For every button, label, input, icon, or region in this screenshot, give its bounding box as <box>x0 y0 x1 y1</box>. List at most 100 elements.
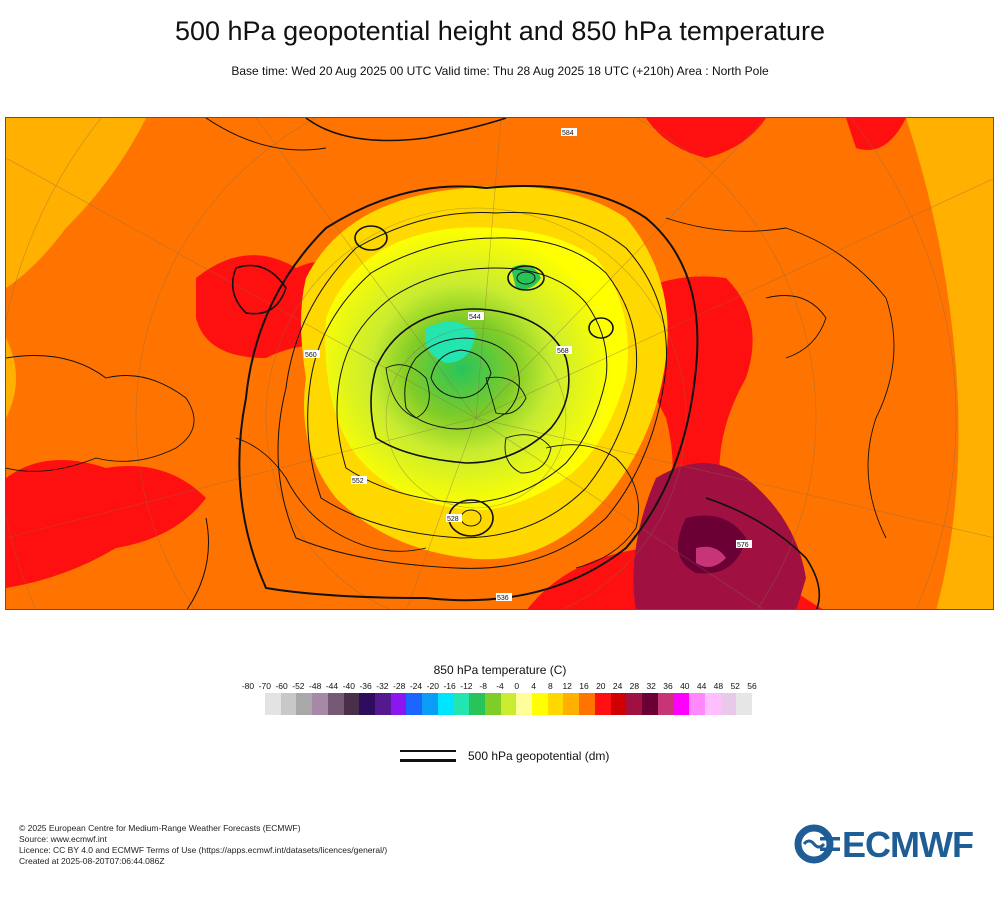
contour-label: 568 <box>557 348 569 355</box>
colorbar-swatch <box>563 693 580 715</box>
colorbar-swatch <box>720 693 737 715</box>
warm-area-southwest <box>6 460 206 588</box>
colorbar-swatch <box>579 693 596 715</box>
colorbar-swatch <box>547 693 564 715</box>
contour-label-box <box>496 593 512 601</box>
colorbar-tick-label: -4 <box>496 681 504 691</box>
temperature-legend-title: 850 hPa temperature (C) <box>433 663 567 677</box>
colorbar-tick-label: 24 <box>612 681 623 691</box>
temperature-colorbar <box>265 693 753 715</box>
contour-label-box <box>556 346 572 354</box>
cold-core <box>325 227 628 510</box>
colorbar-tick-label: -44 <box>325 681 339 691</box>
contour-labels: 544 568 552 560 584 576 536 528 <box>304 128 752 602</box>
colorbar-swatch <box>610 693 627 715</box>
coldest-spot <box>425 321 476 363</box>
contour-label: 528 <box>447 516 459 523</box>
colorbar-tick-label: 8 <box>548 681 553 691</box>
contour-label-box <box>468 312 484 320</box>
colorbar-tick-label: -80 <box>241 681 255 691</box>
hot-spot-east <box>696 546 726 567</box>
contour-label: 584 <box>562 130 574 137</box>
geopotential-legend-line-thick <box>400 759 456 762</box>
colorbar-tick-label: 28 <box>629 681 640 691</box>
colorbar-tick-label: 40 <box>680 681 690 691</box>
warm-area-east <box>527 276 823 609</box>
colorbar-tick-label: -40 <box>342 681 355 691</box>
cold-spot-north <box>511 264 541 290</box>
colorbar-swatch <box>673 693 690 715</box>
colorbar-swatch <box>359 693 376 715</box>
contour-label-box <box>446 514 462 522</box>
geopotential-legend-label: 500 hPa geopotential (dm) <box>468 749 610 763</box>
field-band-west <box>6 118 146 288</box>
colorbar-tick-label: 16 <box>579 681 589 691</box>
colorbar-swatch <box>704 693 722 715</box>
geopotential-legend-line-thin <box>400 750 456 752</box>
contour-label-box <box>561 128 577 136</box>
contour-label: 544 <box>469 314 481 321</box>
colorbar-swatch <box>437 693 454 715</box>
colorbar-swatch <box>296 693 313 715</box>
footer-copyright: © 2025 European Centre for Medium-Range … <box>19 823 301 833</box>
footer-created: Created at 2025-08-20T07:06:44.086Z <box>19 856 165 866</box>
colorbar-tick-label: -70 <box>258 681 271 691</box>
colorbar-swatch <box>594 693 612 715</box>
colorbar-swatch <box>657 693 674 715</box>
colorbar-tick-label: 20 <box>596 681 606 691</box>
colorbar-swatch <box>453 693 470 715</box>
ecmwf-logo-text: ECMWF <box>842 824 974 865</box>
ecmwf-logo-icon <box>794 824 840 864</box>
ecmwf-logo: ECMWF <box>794 824 984 865</box>
polar-map: 544 568 552 560 584 576 536 528 <box>5 117 994 610</box>
contour-label: 576 <box>737 542 749 549</box>
colorbar-tick-label: 56 <box>747 681 757 691</box>
colorbar-swatch <box>406 693 423 715</box>
coastlines <box>6 217 895 569</box>
colorbar-swatch <box>390 693 407 715</box>
colorbar-tick-label: 36 <box>663 681 673 691</box>
colorbar-tick-label: -48 <box>309 681 322 691</box>
colorbar-swatch <box>500 693 517 715</box>
colorbar-swatch <box>736 693 753 715</box>
colorbar-swatch <box>327 693 345 715</box>
colorbar-tick-label: -8 <box>479 681 487 691</box>
chart-subtitle: Base time: Wed 20 Aug 2025 00 UTC Valid … <box>231 64 769 78</box>
colorbar-tick-label: -60 <box>275 681 288 691</box>
colorbar-tick-label: 52 <box>730 681 740 691</box>
colorbar-tick-label: -32 <box>376 681 389 691</box>
contour-label-box <box>351 476 367 484</box>
colorbar-tick-label: 4 <box>531 681 536 691</box>
colorbar-swatch <box>265 693 282 715</box>
temperature-legend-ticks: -80 -70 -60 -52 -48 -44 -40 -36 -32 -28 -24 -20 -16-… <box>0 681 1000 693</box>
colorbar-swatch <box>280 693 297 715</box>
colorbar-tick-label: -16 <box>443 681 456 691</box>
hot-core-east <box>678 515 746 574</box>
colorbar-tick-label: -36 <box>359 681 372 691</box>
contour-label-box <box>304 350 320 358</box>
colorbar-tick-label: 48 <box>713 681 724 691</box>
colorbar-swatch <box>626 693 643 715</box>
colorbar-swatch <box>469 693 486 715</box>
contour-label: 536 <box>497 595 509 602</box>
colorbar-tick-label: -28 <box>393 681 406 691</box>
footer-source: Source: www.ecmwf.int <box>19 834 107 844</box>
warm-area-north <box>646 118 766 158</box>
colorbar-tick-label: -20 <box>426 681 439 691</box>
chart-title: 500 hPa geopotential height and 850 hPa … <box>174 16 825 46</box>
colorbar-tick-label: 32 <box>646 681 656 691</box>
colorbar-swatch <box>484 693 502 715</box>
colorbar-swatch <box>516 693 533 715</box>
warm-area-northeast <box>846 118 906 150</box>
colorbar-swatch <box>422 693 439 715</box>
colorbar-swatch <box>689 693 706 715</box>
footer-credits: © 2025 European Centre for Medium-Range … <box>19 823 387 867</box>
colorbar-swatch <box>642 693 659 715</box>
contour-label-box <box>736 540 752 548</box>
field-band-east <box>906 118 993 609</box>
contour-label: 552 <box>352 478 364 485</box>
colorbar-tick-label: -52 <box>292 681 305 691</box>
colorbar-tick-label: -12 <box>460 681 473 691</box>
map-svg: 544 568 552 560 584 576 536 528 <box>6 118 993 609</box>
colorbar-swatch <box>532 693 549 715</box>
